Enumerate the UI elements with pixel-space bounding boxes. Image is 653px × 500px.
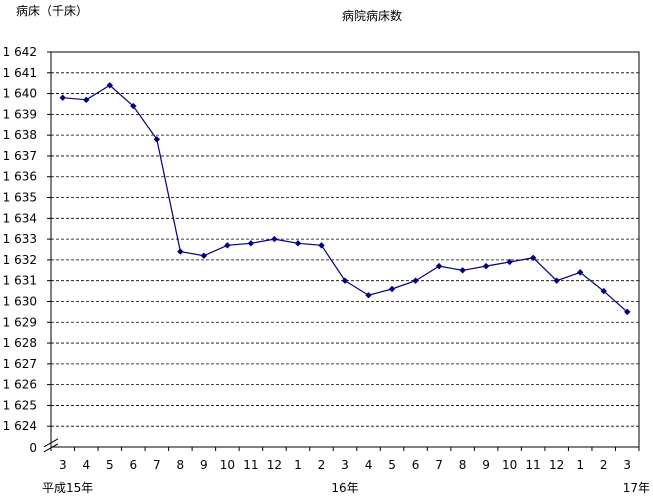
- y-tick-label: 1 625: [3, 398, 37, 412]
- data-point: [600, 287, 607, 295]
- x-tick-label: 7: [435, 458, 443, 472]
- plot-area: [50, 51, 640, 448]
- x-tick-label: 2: [600, 458, 608, 472]
- data-point: [271, 235, 278, 243]
- x-tick-label: 1: [576, 458, 584, 472]
- y-tick-label: 1 627: [3, 357, 37, 371]
- x-tick-label: 4: [82, 458, 90, 472]
- axis-break-marker: [43, 438, 59, 453]
- x-tick-label: 10: [502, 458, 517, 472]
- data-point: [341, 277, 349, 284]
- data-point: [482, 262, 490, 270]
- x-tick-label: 11: [526, 458, 541, 472]
- y-tick-label: 1 636: [3, 170, 37, 184]
- data-point: [247, 240, 255, 247]
- data-point: [224, 242, 231, 249]
- data-point: [553, 277, 560, 284]
- data-point: [294, 240, 302, 247]
- data-point: [388, 285, 396, 293]
- x-tick-label: 4: [365, 458, 373, 472]
- axis-break-line: [43, 443, 59, 453]
- y-tick-label: 1 624: [3, 419, 37, 433]
- x-tick-label: 5: [388, 458, 396, 472]
- data-point: [577, 269, 584, 276]
- y-tick-label: 1 632: [3, 253, 37, 267]
- x-tick-label: 12: [549, 458, 564, 472]
- x-tick-label: 5: [106, 458, 114, 472]
- gridlines: [51, 72, 639, 427]
- data-point: [624, 308, 631, 316]
- y-tick-label: 1 634: [3, 211, 37, 225]
- x-tick-label: 9: [200, 458, 208, 472]
- data-point: [435, 262, 443, 270]
- chart-title: 病院病床数: [342, 8, 402, 23]
- data-point: [506, 258, 513, 266]
- data-point: [529, 254, 537, 262]
- x-tick-label: 2: [318, 458, 326, 472]
- y-tick-label: 1 633: [3, 232, 37, 246]
- x-tick-label: 3: [623, 458, 631, 472]
- axis-break-line: [43, 438, 59, 448]
- x-tick-label: 7: [153, 458, 161, 472]
- data-point: [459, 267, 466, 274]
- year-label: 平成15年: [42, 481, 93, 495]
- year-label: 16年: [331, 481, 358, 495]
- y-tick-label: 1 638: [3, 128, 37, 142]
- data-point: [106, 82, 113, 89]
- data-point: [83, 96, 90, 104]
- x-tick-label: 10: [220, 458, 235, 472]
- y-tick-label: 1 637: [3, 149, 37, 163]
- x-tick-label: 12: [267, 458, 282, 472]
- y-tick-label: 1 629: [3, 315, 37, 329]
- data-point: [59, 94, 66, 101]
- x-axis-ticks: 3 4 5 6 7 8 9 10 11 12 1 2 3 4 5 6 7 8 9 10 11 12 1 2 3: [50, 447, 640, 472]
- y-axis-ticks: 1 624 1 625 1 626 1 627 1 628 1 629 1 630 1 631…: [3, 45, 51, 455]
- y-axis-label: 病床（千床）: [16, 3, 88, 18]
- x-tick-label: 3: [59, 458, 67, 472]
- y-tick-label: 1 635: [3, 191, 37, 205]
- data-point: [412, 277, 419, 284]
- y-tick-label: 1 631: [3, 274, 37, 288]
- y-tick-label: 1 628: [3, 336, 37, 350]
- data-point: [200, 252, 208, 259]
- data-point: [318, 242, 325, 249]
- x-tick-label: 6: [412, 458, 420, 472]
- y-tick-label: 1 630: [3, 294, 37, 308]
- x-tick-label: 1: [294, 458, 302, 472]
- data-point: [177, 248, 184, 255]
- year-label: 17年: [623, 481, 650, 495]
- x-tick-label: 9: [482, 458, 490, 472]
- y-tick-label: 1 639: [3, 107, 37, 121]
- y-tick-label: 1 641: [3, 66, 37, 80]
- x-tick-label: 3: [341, 458, 349, 472]
- series-markers: [59, 82, 631, 316]
- x-tick-label: 11: [243, 458, 258, 472]
- y-tick-label: 1 626: [3, 378, 37, 392]
- year-labels: 平成15年 16年 17年: [42, 481, 650, 495]
- data-point: [130, 102, 137, 110]
- x-tick-label: 8: [459, 458, 467, 472]
- y-tick-label-zero: 0: [29, 441, 37, 455]
- y-tick-label: 1 642: [3, 45, 37, 59]
- x-tick-label: 6: [129, 458, 137, 472]
- data-point: [153, 136, 161, 143]
- x-tick-label: 8: [177, 458, 185, 472]
- data-point: [365, 292, 372, 299]
- y-tick-label: 1 640: [3, 87, 37, 101]
